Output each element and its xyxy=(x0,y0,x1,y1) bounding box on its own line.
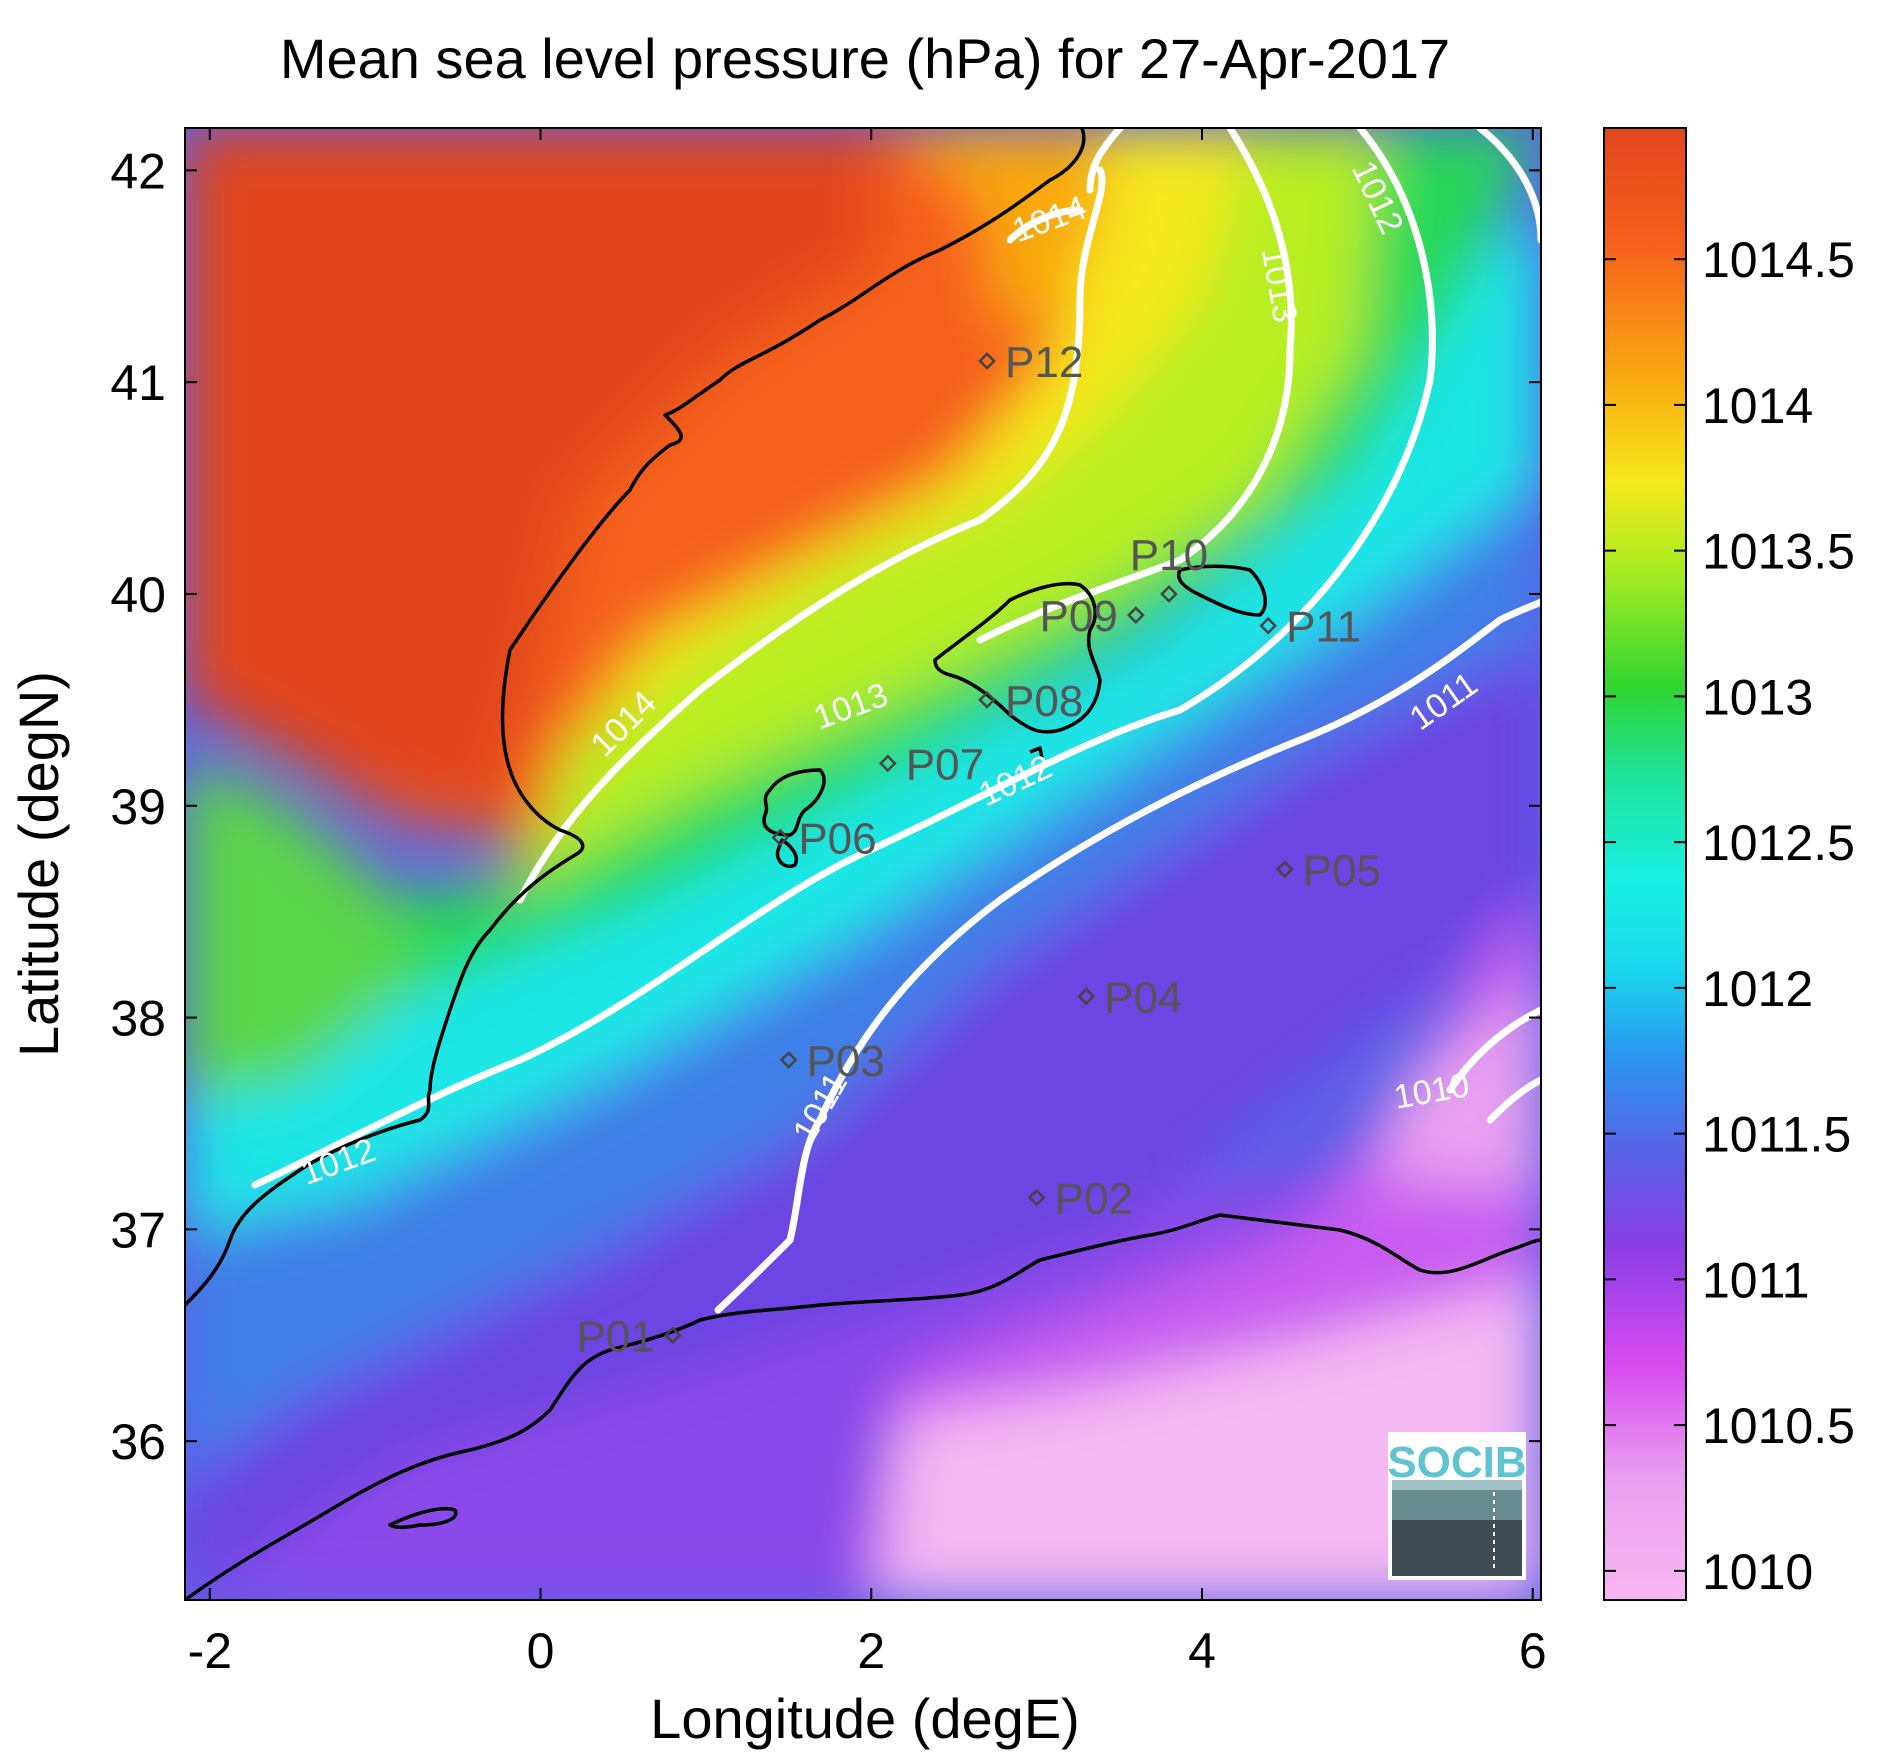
x-axis-label: Longitude (degE) xyxy=(650,1687,1080,1750)
coastlines xyxy=(185,128,1541,1600)
station-label: P04 xyxy=(1104,973,1182,1022)
station-marker xyxy=(878,754,897,773)
isobar-1011 xyxy=(714,598,1541,1314)
station-marker xyxy=(1027,1188,1046,1207)
colorbar-tick-label: 1013 xyxy=(1702,669,1813,725)
colorbar-tick-label: 1014.5 xyxy=(1702,232,1855,288)
colorbar-tick-label: 1013.5 xyxy=(1702,524,1855,580)
ibiza-island xyxy=(762,768,826,868)
y-tick-label: 36 xyxy=(110,1414,166,1470)
isobar-contours xyxy=(251,128,1541,1314)
station-label: P08 xyxy=(1005,677,1083,726)
socib-logo: SOCIB xyxy=(1387,1432,1527,1580)
colorbar-bar xyxy=(1603,127,1687,1601)
y-tick-label: 38 xyxy=(110,991,166,1047)
station-label: P03 xyxy=(807,1037,885,1086)
y-tick-label: 40 xyxy=(110,567,166,623)
station-label: P01 xyxy=(577,1312,655,1361)
station-label: P07 xyxy=(906,740,984,789)
x-tick-label: -2 xyxy=(188,1623,232,1679)
station-label: P12 xyxy=(1005,338,1083,387)
x-tick-label: 2 xyxy=(857,1623,885,1679)
station-label: P10 xyxy=(1130,531,1208,580)
alboran-island xyxy=(388,1506,458,1529)
y-tick-label: 41 xyxy=(110,355,166,411)
north-african-coastline xyxy=(185,1213,1541,1600)
colorbar-tick-label: 1012 xyxy=(1702,961,1813,1017)
colorbar-tick-label: 1014 xyxy=(1702,378,1813,434)
station-marker xyxy=(1077,987,1096,1006)
y-tick-label: 37 xyxy=(110,1202,166,1258)
station-marker xyxy=(1259,616,1277,635)
y-tick-label: 42 xyxy=(110,143,166,199)
station-marker xyxy=(978,352,996,370)
x-tick-label: 6 xyxy=(1519,1623,1547,1679)
y-tick-label: 39 xyxy=(110,779,166,835)
station-marker xyxy=(1160,585,1178,603)
colorbar-tick-label: 1010.5 xyxy=(1702,1398,1855,1454)
colorbar: 1010 1010.5 1011 1011.5 1012 1012.5 1013 1013.5… xyxy=(1603,127,1855,1601)
station-marker xyxy=(663,1326,682,1345)
station-marker xyxy=(771,828,790,847)
colorbar-tick-label: 1012.5 xyxy=(1702,815,1855,871)
cabrera-island xyxy=(1029,746,1044,759)
y-axis-label: Latitude (degN) xyxy=(7,671,70,1057)
colorbar-ticks: 1010 1010.5 1011 1011.5 1012 1012.5 1013 1013.5… xyxy=(1604,232,1855,1600)
menorca-island xyxy=(1177,564,1267,617)
station-label: P05 xyxy=(1303,846,1381,895)
x-tick-label: 4 xyxy=(1188,1623,1216,1679)
station-label: P06 xyxy=(798,815,876,864)
station-label: P09 xyxy=(1040,592,1118,641)
isobar-1010 xyxy=(1446,1006,1541,1124)
isobar-1013 xyxy=(976,128,1295,644)
station-label: P11 xyxy=(1286,603,1361,652)
x-tick-label: 0 xyxy=(527,1623,555,1679)
isobar-1014-north xyxy=(1006,128,1124,244)
socib-logo-text: SOCIB xyxy=(1387,1438,1526,1487)
station-marker xyxy=(1275,860,1294,879)
station-marker xyxy=(779,1051,798,1069)
plot-frame xyxy=(184,127,1542,1601)
isobar-1012 xyxy=(251,128,1436,1189)
chart-title: Mean sea level pressure (hPa) for 27-Apr… xyxy=(280,27,1450,90)
mallorca-island xyxy=(933,581,1102,734)
station-label: P02 xyxy=(1055,1175,1133,1224)
x-axis-ticks: -2 0 2 4 6 xyxy=(188,128,1547,1679)
isobar-1014-south xyxy=(516,166,1106,904)
colorbar-tick-label: 1011 xyxy=(1702,1252,1810,1308)
station-marker xyxy=(1127,606,1145,624)
y-axis-ticks: 36 37 38 39 40 41 42 xyxy=(110,143,1541,1470)
station-marker xyxy=(978,691,996,709)
colorbar-tick-label: 1010 xyxy=(1702,1544,1813,1600)
iberian-coastline xyxy=(185,128,1086,1307)
colorbar-tick-label: 1011.5 xyxy=(1702,1107,1851,1163)
